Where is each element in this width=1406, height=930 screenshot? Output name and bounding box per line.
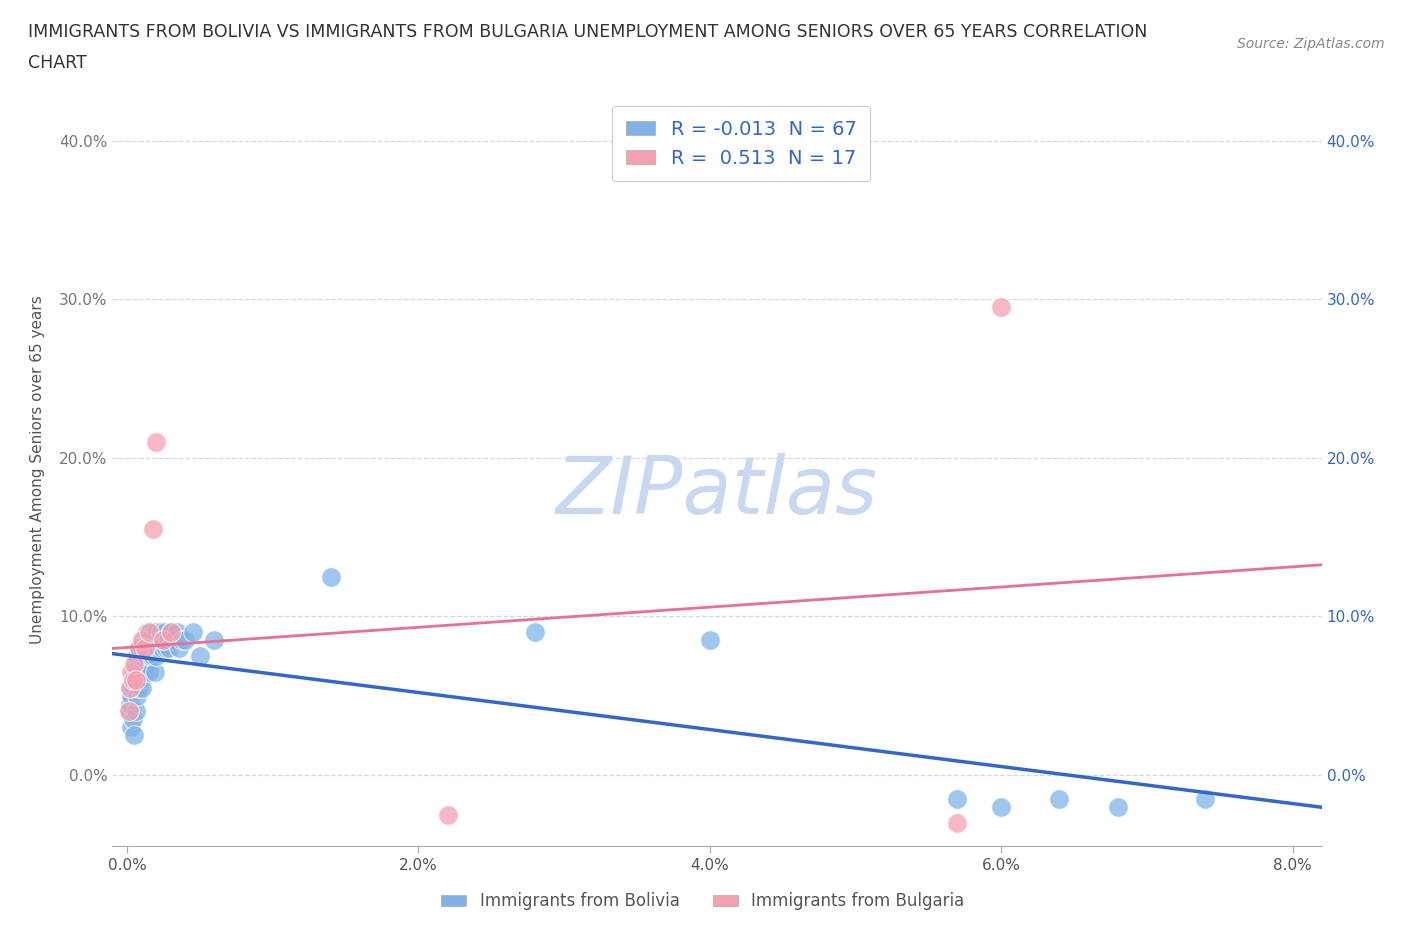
Point (163, 632, 186, 647)
Point (149, 625, 172, 640)
Point (117, 704, 139, 719)
Point (122, 672, 145, 687)
Point (120, 664, 142, 679)
Point (135, 657, 157, 671)
Text: CHART: CHART (28, 54, 87, 72)
Point (159, 625, 181, 640)
Legend: R = -0.013  N = 67, R =  0.513  N = 17: R = -0.013 N = 67, R = 0.513 N = 17 (613, 107, 870, 181)
Text: ZIPatlas: ZIPatlas (555, 453, 879, 531)
Point (436, 807, 458, 822)
Point (124, 728, 146, 743)
Point (136, 625, 159, 640)
Point (181, 625, 204, 640)
Legend: Immigrants from Bolivia, Immigrants from Bulgaria: Immigrants from Bolivia, Immigrants from… (434, 885, 972, 917)
Text: IMMIGRANTS FROM BOLIVIA VS IMMIGRANTS FROM BULGARIA UNEMPLOYMENT AMONG SENIORS O: IMMIGRANTS FROM BOLIVIA VS IMMIGRANTS FR… (28, 23, 1147, 41)
Point (132, 632, 155, 647)
Point (148, 632, 170, 647)
Point (990, 299, 1012, 314)
Point (155, 641, 177, 656)
Point (138, 664, 160, 679)
Point (129, 672, 152, 687)
Point (139, 625, 162, 640)
Point (166, 625, 188, 640)
Point (699, 632, 721, 647)
Y-axis label: Unemployment Among Seniors over 65 years: Unemployment Among Seniors over 65 years (31, 296, 45, 644)
Point (946, 791, 969, 806)
Point (134, 664, 156, 679)
Point (118, 680, 141, 695)
Point (118, 680, 141, 695)
Point (145, 434, 167, 449)
Point (143, 641, 166, 656)
Point (122, 712, 145, 727)
Point (319, 569, 342, 584)
Point (523, 625, 546, 640)
Point (152, 632, 174, 647)
Point (131, 632, 153, 647)
Point (946, 815, 969, 830)
Point (138, 632, 160, 647)
Point (188, 648, 211, 663)
Point (128, 641, 150, 656)
Point (134, 641, 156, 656)
Point (174, 632, 197, 647)
Point (172, 632, 194, 647)
Point (152, 632, 174, 647)
Point (127, 688, 149, 703)
Point (132, 657, 155, 671)
Point (1047, 791, 1070, 806)
Point (157, 641, 180, 656)
Point (1194, 791, 1216, 806)
Point (142, 625, 165, 640)
Point (134, 641, 156, 656)
Point (131, 680, 153, 695)
Point (159, 625, 181, 640)
Point (138, 625, 160, 640)
Point (117, 704, 139, 719)
Point (131, 664, 153, 679)
Point (125, 704, 148, 719)
Point (145, 648, 167, 663)
Point (125, 657, 148, 671)
Point (129, 657, 152, 671)
Point (142, 648, 165, 663)
Point (1107, 799, 1129, 814)
Point (169, 641, 191, 656)
Point (153, 625, 176, 640)
Point (143, 664, 166, 679)
Point (125, 672, 148, 687)
Point (127, 648, 149, 663)
Point (124, 664, 146, 679)
Point (146, 641, 169, 656)
Point (120, 688, 142, 703)
Point (139, 648, 162, 663)
Point (145, 625, 167, 640)
Point (120, 720, 142, 735)
Point (122, 680, 145, 695)
Point (204, 632, 226, 647)
Point (125, 672, 148, 687)
Point (142, 522, 165, 537)
Point (141, 632, 163, 647)
Point (124, 657, 146, 671)
Point (150, 641, 173, 656)
Text: Source: ZipAtlas.com: Source: ZipAtlas.com (1237, 37, 1385, 51)
Point (127, 664, 149, 679)
Point (135, 632, 157, 647)
Point (118, 697, 141, 711)
Point (128, 641, 150, 656)
Point (128, 680, 150, 695)
Point (156, 632, 179, 647)
Point (136, 648, 159, 663)
Point (131, 641, 153, 656)
Point (990, 799, 1012, 814)
